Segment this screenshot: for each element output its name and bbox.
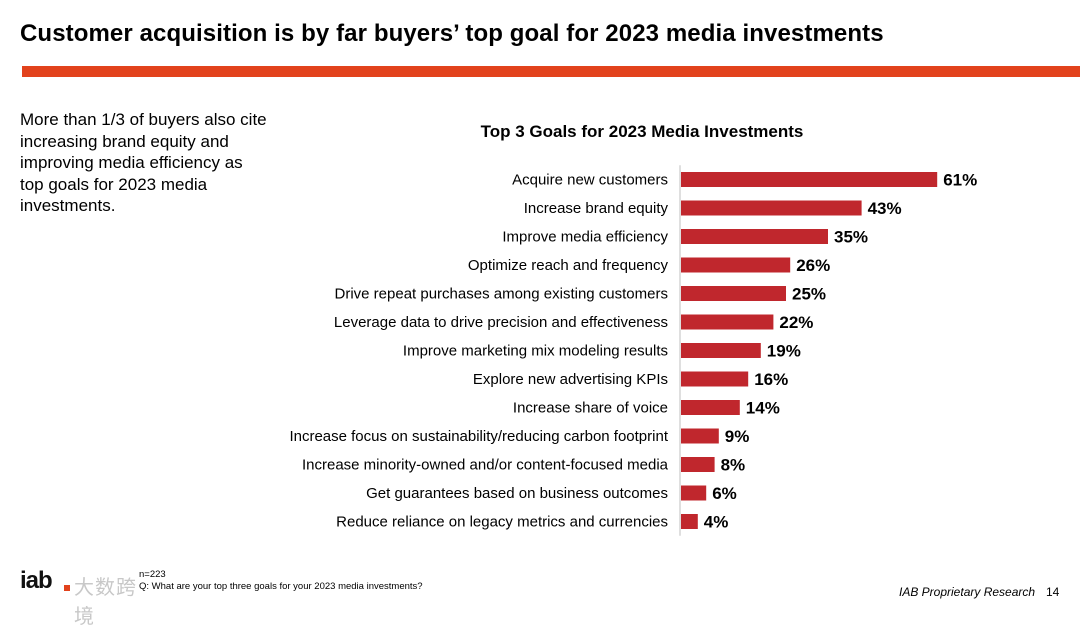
side-note: More than 1/3 of buyers also cite increa…: [20, 110, 267, 215]
data-label: 43%: [868, 199, 902, 218]
data-label: 22%: [779, 313, 813, 332]
footnote-question: Q: What are your top three goals for you…: [139, 580, 423, 592]
page-number: 14: [1046, 585, 1060, 599]
category-label: Acquire new customers: [512, 172, 668, 189]
data-label: 16%: [754, 370, 788, 389]
slide-title: Customer acquisition is by far buyers’ t…: [20, 20, 884, 47]
data-label: 14%: [746, 399, 780, 418]
footnote-sample-size: n=223: [139, 569, 166, 580]
bar: [681, 400, 740, 415]
data-label: 4%: [704, 513, 729, 532]
bar: [681, 314, 774, 330]
data-label: 35%: [834, 228, 868, 247]
data-label: 6%: [712, 484, 737, 503]
footnote: n=223 Q: What are your top three goals f…: [139, 569, 423, 592]
bar: [681, 286, 786, 301]
category-label: Improve media efficiency: [502, 229, 668, 246]
title-accent-bar: [22, 66, 1080, 77]
bar: [681, 457, 715, 472]
category-label: Optimize reach and frequency: [468, 257, 669, 274]
data-label: 25%: [792, 285, 826, 304]
category-label: Reduce reliance on legacy metrics and cu…: [336, 514, 668, 531]
research-label: IAB Proprietary Research: [899, 585, 1036, 599]
bar: [681, 172, 938, 187]
category-label: Drive repeat purchases among existing cu…: [335, 286, 669, 303]
category-label: Get guarantees based on business outcome…: [366, 485, 668, 502]
data-label: 19%: [767, 342, 801, 361]
bar: [681, 485, 707, 501]
data-label: 61%: [943, 171, 977, 190]
data-label: 8%: [721, 456, 746, 475]
bar: [681, 428, 719, 444]
bar: [681, 229, 828, 244]
bar: [681, 514, 698, 529]
bar: [681, 343, 761, 358]
brand-area: iab 大数跨境: [20, 563, 138, 628]
category-label: Increase focus on sustainability/reducin…: [289, 428, 668, 445]
watermark: 大数跨境: [74, 577, 137, 628]
category-label: Explore new advertising KPIs: [473, 371, 668, 388]
chart-title: Top 3 Goals for 2023 Media Investments: [480, 122, 804, 141]
data-label: 9%: [725, 427, 750, 446]
category-label: Increase minority-owned and/or content-f…: [302, 457, 669, 474]
logo-dot-icon: [64, 585, 70, 591]
category-label: Leverage data to drive precision and eff…: [334, 314, 668, 331]
bar: [681, 371, 749, 387]
category-label: Increase brand equity: [524, 200, 669, 217]
category-label: Improve marketing mix modeling results: [403, 343, 668, 360]
bar: [681, 257, 791, 273]
bar-chart: Acquire new customers 61% Increase brand e…: [289, 165, 977, 536]
bar: [681, 200, 862, 216]
category-label: Increase share of voice: [513, 400, 668, 417]
data-label: 26%: [796, 256, 830, 275]
iab-logo: iab: [20, 567, 53, 594]
